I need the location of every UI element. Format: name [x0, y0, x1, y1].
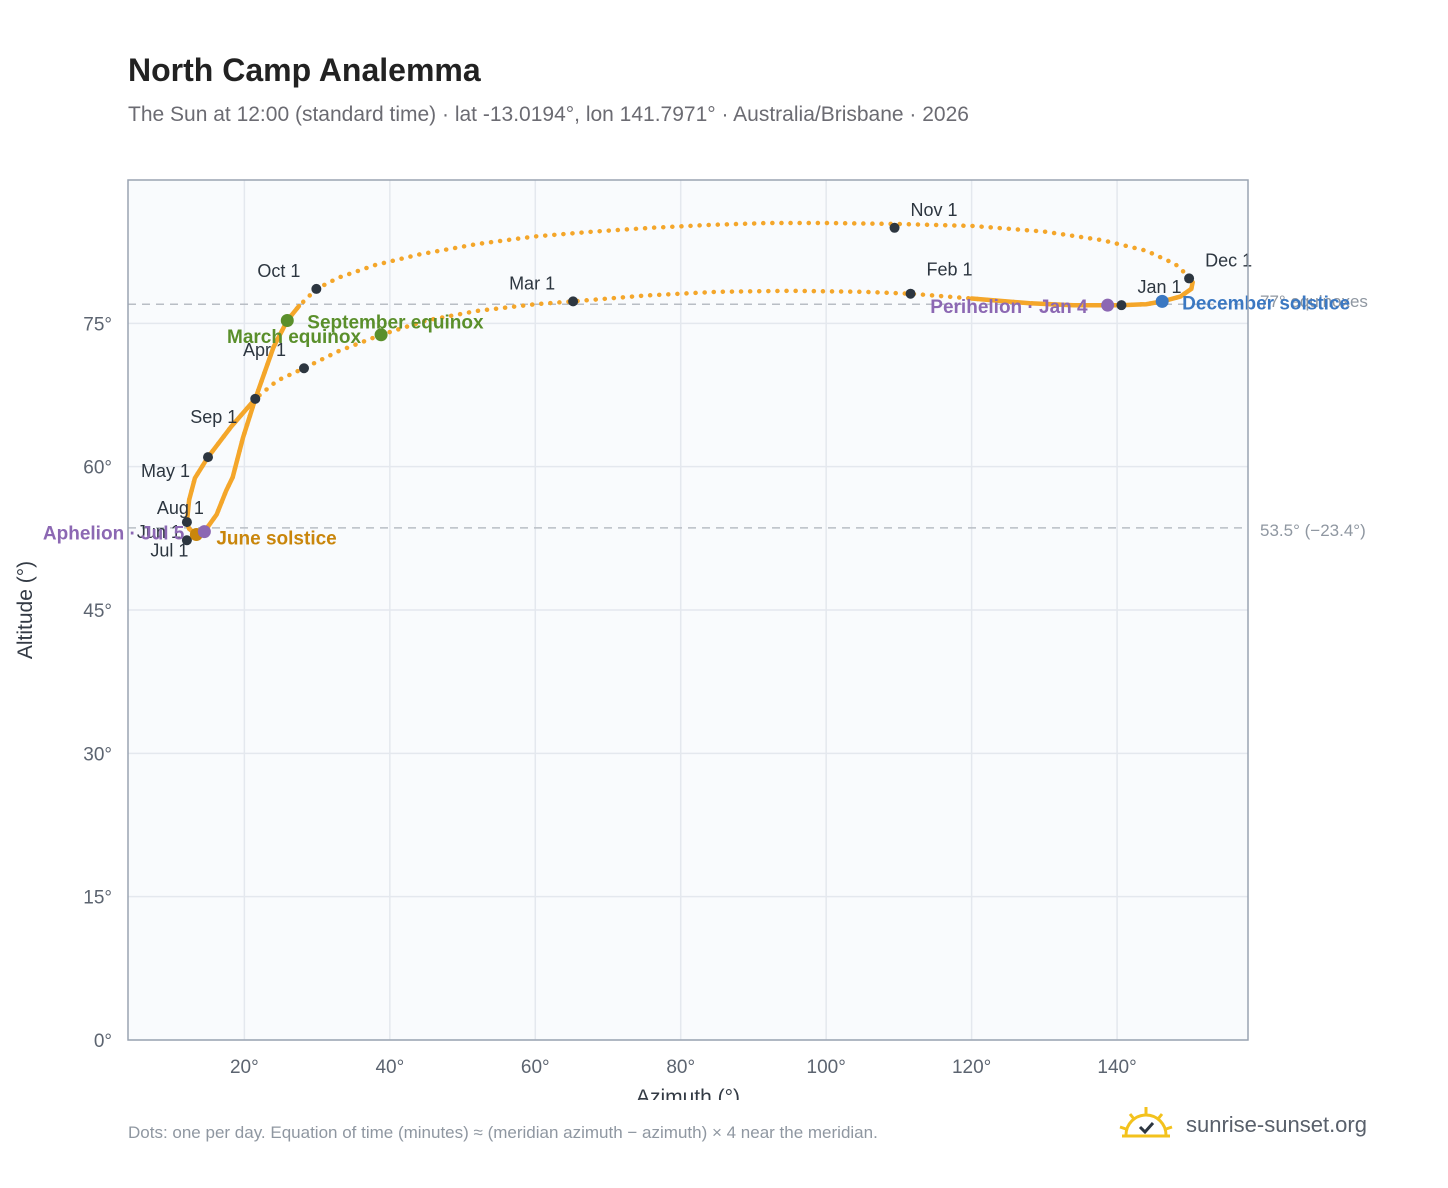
event-marker — [1155, 294, 1169, 308]
month-marker-label: Jan 1 — [1137, 277, 1181, 297]
y-axis-label: Altitude (°) — [14, 561, 37, 659]
event-marker-label: Aphelion · Jul 5 — [43, 524, 185, 545]
x-tick-label: 40° — [375, 1057, 404, 1078]
event-marker-label: March equinox — [227, 327, 362, 348]
y-tick-label: 75° — [83, 314, 112, 335]
reference-line-label: 77° equinoxes — [1260, 292, 1368, 311]
chart-title: North Camp Analemma — [128, 52, 481, 88]
grid — [128, 180, 1248, 1041]
month-marker — [311, 283, 322, 294]
plot-frame — [127, 179, 1249, 1041]
analemma-chart: 77° equinoxes 53.5° (−23.4°) Jan 1 Feb 1 Ma… — [14, 179, 1368, 1100]
event-marker-label: Perihelion · Jan 4 — [930, 297, 1088, 318]
event-marker-label: June solstice — [216, 529, 336, 550]
month-marker — [1116, 300, 1127, 311]
axes: 20° 40° 60° 80° 100° 120° 140° 0° 15° 30° 45° 60° 75… — [83, 314, 1136, 1078]
month-marker-label: Nov 1 — [911, 200, 958, 220]
x-tick-label: 60° — [521, 1057, 550, 1078]
y-tick-label: 0° — [94, 1031, 112, 1052]
month-marker-label: Aug 1 — [157, 498, 204, 518]
month-marker-label: Jul 1 — [150, 541, 188, 561]
y-tick-label: 15° — [83, 888, 112, 909]
y-tick-label: 45° — [83, 601, 112, 622]
month-marker — [299, 363, 309, 374]
analemma-dense-segment — [969, 279, 1195, 308]
month-marker — [1184, 273, 1195, 284]
footnote: Dots: one per day. Equation of time (min… — [128, 1123, 878, 1142]
month-marker — [181, 535, 192, 546]
reference-lines: 77° equinoxes 53.5° (−23.4°) — [128, 292, 1368, 540]
markers — [181, 222, 1195, 546]
brand-text: sunrise-sunset.org — [1186, 1112, 1367, 1137]
sun-check-icon — [1119, 1107, 1173, 1138]
month-marker — [889, 222, 900, 233]
month-marker — [568, 296, 579, 307]
x-tick-label: 20° — [230, 1057, 259, 1078]
y-tick-label: 60° — [83, 458, 112, 479]
event-marker-label: September equinox — [307, 312, 484, 333]
month-marker-label: Dec 1 — [1205, 250, 1252, 270]
event-marker-label: December solstice — [1182, 293, 1350, 314]
event-marker — [280, 313, 294, 327]
event-marker — [374, 328, 388, 342]
chart-subtitle: The Sun at 12:00 (standard time) · lat -… — [128, 103, 969, 126]
month-marker-label: Mar 1 — [509, 273, 555, 293]
month-marker — [905, 288, 916, 299]
reference-line-label: 53.5° (−23.4°) — [1260, 521, 1366, 540]
month-marker-label: Sep 1 — [190, 407, 237, 427]
month-marker-label: Oct 1 — [257, 261, 300, 281]
x-tick-label: 120° — [952, 1057, 991, 1078]
month-marker-label: May 1 — [141, 461, 190, 481]
month-marker — [250, 393, 261, 404]
month-marker-label: Feb 1 — [927, 260, 973, 280]
event-marker — [197, 525, 211, 539]
event-marker — [1101, 298, 1115, 312]
x-tick-label: 80° — [666, 1057, 695, 1078]
x-tick-label: 100° — [807, 1057, 846, 1078]
month-marker — [203, 452, 213, 463]
analemma-daily-dots — [184, 220, 1196, 538]
month-marker-label: Apr 1 — [243, 340, 286, 360]
y-tick-label: 30° — [83, 744, 112, 765]
month-marker-label: Jun 1 — [137, 522, 181, 542]
x-tick-label: 140° — [1097, 1057, 1136, 1078]
x-axis-label: Azimuth (°) — [636, 1086, 740, 1100]
brand-logo[interactable]: sunrise-sunset.org — [1118, 1100, 1367, 1150]
month-marker — [181, 517, 192, 528]
